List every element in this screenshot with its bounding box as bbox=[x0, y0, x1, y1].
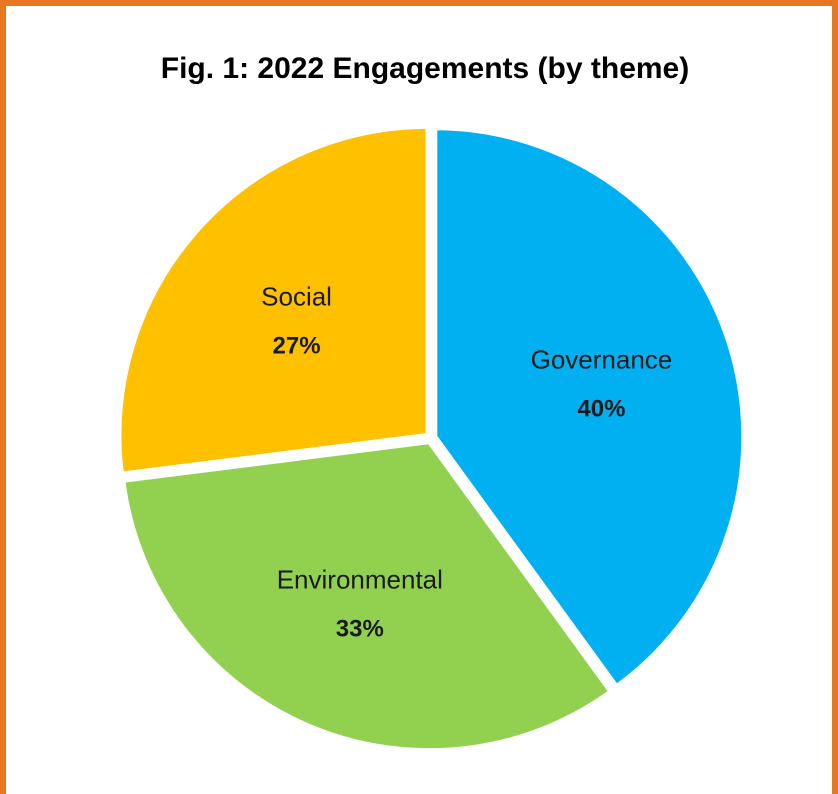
pie-labels: Governance 40% Environmental 33% Social 27% bbox=[261, 281, 672, 642]
slice-label-governance: Governance bbox=[531, 345, 673, 375]
slice-value-social: 27% bbox=[273, 332, 321, 359]
chart-title: Fig. 1: 2022 Engagements (by theme) bbox=[160, 52, 690, 85]
slice-value-governance: 40% bbox=[577, 396, 625, 423]
pie-slices bbox=[116, 123, 747, 754]
pie-slice-environmental bbox=[120, 439, 614, 754]
pie-slice-social bbox=[116, 123, 431, 477]
slice-label-social: Social bbox=[261, 281, 332, 311]
pie-slice-governance bbox=[432, 125, 747, 690]
slice-value-environmental: 33% bbox=[336, 615, 384, 642]
slice-label-environmental: Environmental bbox=[277, 564, 443, 594]
